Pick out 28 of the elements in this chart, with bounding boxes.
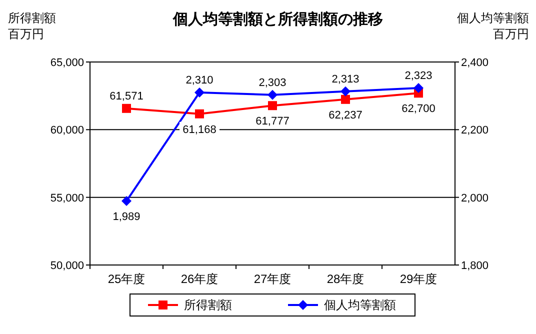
y-axis-title: 所得割額百万円 xyxy=(8,10,57,42)
data-label: 2,303 xyxy=(258,76,286,89)
y2-tick-label: 2,200 xyxy=(461,124,489,137)
data-label: 61,571 xyxy=(110,90,144,102)
y2-tick-label: 2,000 xyxy=(461,192,489,204)
y-tick-label: 65,000 xyxy=(50,57,84,69)
x-tick-label: 25年度 xyxy=(108,272,146,286)
y2-axis-title: 個人均等割額百万円 xyxy=(456,10,529,42)
y-tick-label: 60,000 xyxy=(50,124,84,137)
y2-tick-label: 1,800 xyxy=(461,260,489,272)
x-tick-label: 27年度 xyxy=(254,272,292,286)
data-label: 61,777 xyxy=(256,116,290,128)
x-tick-label: 29年度 xyxy=(400,272,438,286)
data-label: 2,313 xyxy=(332,73,360,86)
legend-label: 所得割額 xyxy=(184,298,232,312)
chart-title: 個人均等割額と所得割額の推移 xyxy=(172,11,383,28)
data-label: 62,700 xyxy=(402,103,436,116)
data-label: 61,168 xyxy=(182,124,216,136)
data-label: 2,323 xyxy=(404,70,432,82)
data-label: 1,989 xyxy=(112,211,140,224)
data-label: 62,237 xyxy=(328,109,362,122)
x-tick-label: 26年度 xyxy=(180,272,218,286)
x-tick-label: 28年度 xyxy=(326,272,364,286)
legend-label: 個人均等割額 xyxy=(324,298,396,312)
y2-tick-label: 2,400 xyxy=(461,57,489,69)
y-tick-label: 50,000 xyxy=(50,260,84,272)
data-label: 2,310 xyxy=(186,74,214,86)
y-tick-label: 55,000 xyxy=(50,192,84,204)
